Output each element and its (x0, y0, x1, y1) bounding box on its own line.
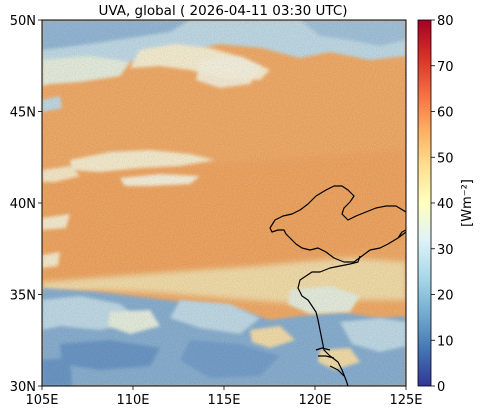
y-tick-label: 35N (10, 289, 36, 304)
x-tick-label: 120E (298, 393, 331, 408)
y-tick-label: 45N (10, 106, 36, 121)
x-axis: 105E 110E 115E 120E 125E (25, 386, 423, 408)
colorbar-bar (417, 19, 432, 387)
x-tick-label: 110E (116, 393, 149, 408)
yangtze-estuary (315, 347, 345, 377)
y-tick-label: 40N (10, 197, 36, 212)
x-tick-label: 115E (207, 393, 240, 408)
colorbar-tick-label: 0 (437, 380, 445, 395)
y-tick-label: 50N (10, 14, 36, 29)
x-tick-label: 125E (389, 393, 422, 408)
y-tick-label: 30N (10, 380, 36, 395)
colorbar-tick-label: 10 (437, 334, 454, 349)
field-grain (42, 20, 406, 386)
colorbar-tick-label: 60 (437, 106, 454, 121)
colorbar-tick-label: 70 (437, 60, 454, 75)
korea-west-coast (397, 229, 406, 239)
x-tick-label: 105E (25, 393, 58, 408)
map-title: UVA, global ( 2026-04-11 03:30 UTC) (98, 3, 347, 19)
colorbar-ticks: 0 10 20 30 40 50 60 70 80 (431, 14, 454, 395)
colorbar-tick-label: 50 (437, 151, 454, 166)
colorbar-tick-label: 30 (437, 243, 454, 258)
coastline (269, 185, 406, 386)
colorbar-tick-label: 40 (437, 197, 454, 212)
colorbar-label: [Wm⁻²] (460, 179, 475, 227)
colorbar-tick-label: 20 (437, 289, 454, 304)
colorbar-tick-label: 80 (437, 14, 454, 29)
colorbar: 0 10 20 30 40 50 60 70 80 [Wm⁻²] (417, 14, 475, 395)
y-axis: 30N 35N 40N 45N 50N (10, 14, 42, 395)
uva-field (42, 20, 406, 386)
